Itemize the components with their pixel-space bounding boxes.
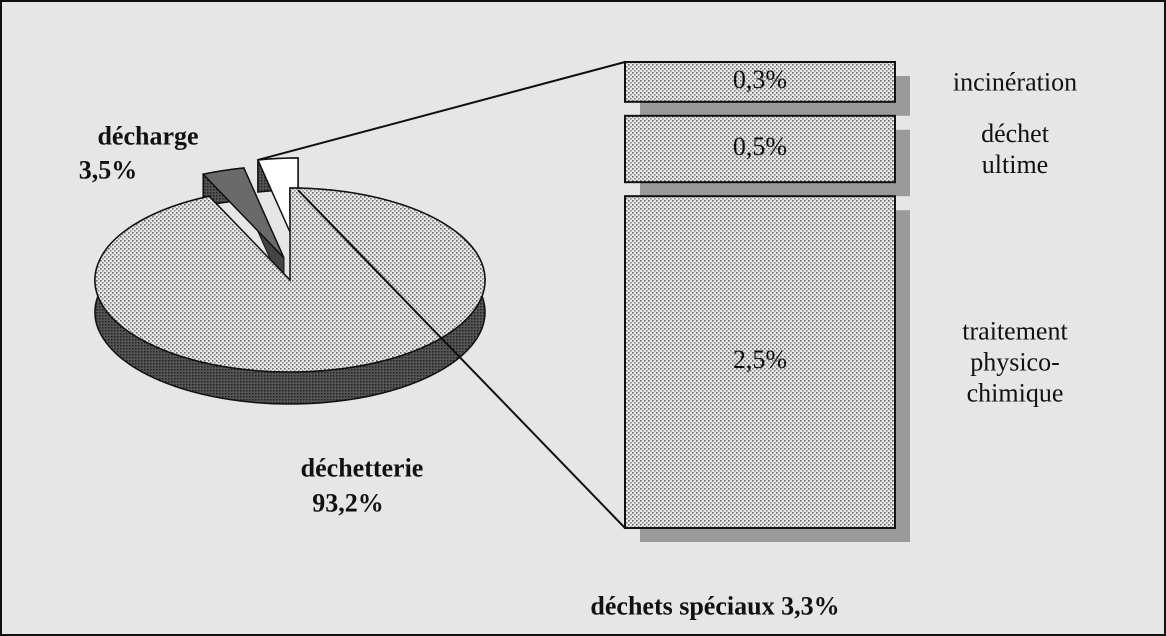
bar-segment (624, 195, 896, 529)
pie-label: décharge (97, 121, 199, 151)
bar-category-label: traitement physico-chimique (962, 316, 1068, 408)
connector (297, 189, 626, 529)
pie-slice (94, 187, 486, 405)
bar-value-label: 0,5% (733, 132, 787, 161)
bar-category-label: incinération (952, 67, 1078, 97)
connector (257, 61, 626, 161)
pie-value-label: 93,2% (312, 488, 384, 518)
pie-label: déchetterie (300, 453, 424, 483)
pie-value-label: 3,3% (781, 591, 840, 621)
bar-category-label: déchet ultime (981, 119, 1049, 179)
pie-label: déchets spéciaux 3,3% (590, 591, 840, 621)
bar-value-label: 2,5% (733, 345, 787, 374)
pie-value-label: 3,5% (78, 155, 138, 185)
bar-segment (624, 61, 896, 103)
bar-segment (624, 114, 896, 184)
bar-value-label: 0,3% (733, 65, 787, 94)
